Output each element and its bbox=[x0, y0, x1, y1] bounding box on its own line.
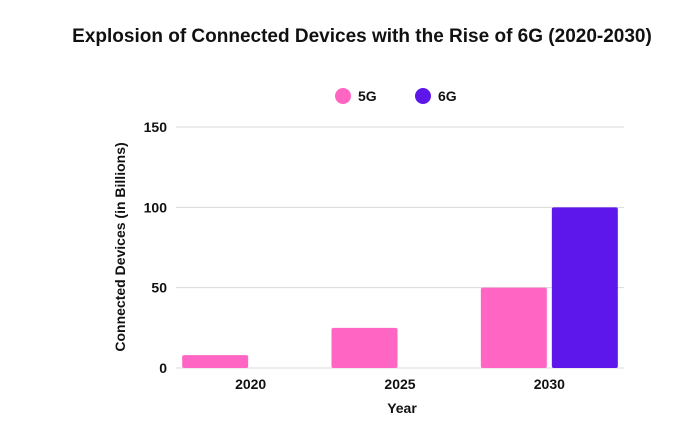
y-axis-label: Connected Devices (in Billions) bbox=[112, 142, 128, 351]
y-tick-label: 100 bbox=[144, 199, 168, 215]
legend-marker-5g bbox=[335, 88, 351, 104]
x-tick-label: 2025 bbox=[384, 376, 415, 392]
y-axis-ticks: 0 50 100 150 bbox=[144, 119, 168, 376]
x-tick-label: 2020 bbox=[235, 376, 266, 392]
chart-title: Explosion of Connected Devices with the … bbox=[72, 26, 652, 47]
gridlines bbox=[176, 126, 624, 369]
legend-label-5g: 5G bbox=[358, 88, 377, 104]
bar-5g-2030 bbox=[480, 287, 547, 368]
y-tick-label: 0 bbox=[159, 360, 167, 376]
bars bbox=[182, 207, 618, 368]
bar-5g-2020 bbox=[182, 355, 249, 368]
legend-label-6g: 6G bbox=[438, 88, 457, 104]
bar-5g-2025 bbox=[331, 327, 398, 368]
y-tick-label: 150 bbox=[144, 119, 168, 135]
bar-6g-2030 bbox=[551, 207, 618, 368]
x-axis-ticks: 2020 2025 2030 bbox=[235, 376, 565, 392]
legend: 5G 6G bbox=[335, 88, 457, 104]
x-tick-label: 2030 bbox=[534, 376, 565, 392]
legend-marker-6g bbox=[415, 88, 431, 104]
y-tick-label: 50 bbox=[151, 280, 167, 296]
x-axis-label: Year bbox=[387, 400, 417, 416]
